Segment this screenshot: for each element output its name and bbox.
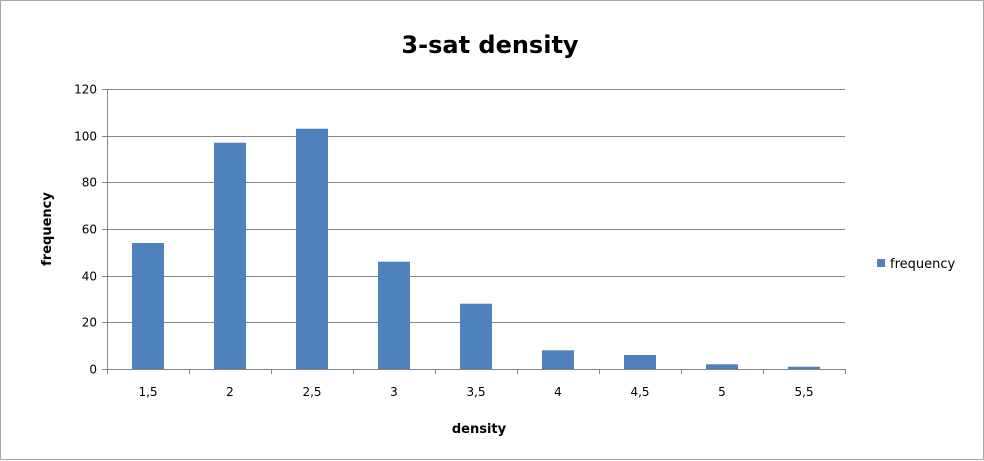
y-axis-title: frequency [40,192,55,266]
y-tick-label: 100 [74,130,97,144]
x-tick-label: 3,5 [466,385,485,399]
x-axis-ticks: 1,5 2 2,5 3 3,5 4 4,5 5 5,5 [107,369,846,399]
x-tick-label: 2,5 [302,385,321,399]
x-tick-label: 1,5 [138,385,157,399]
y-tick-label: 40 [82,270,97,284]
bar-3-5 [460,303,492,369]
x-tick-label: 3 [390,385,398,399]
bar-4 [542,350,574,369]
legend-label: frequency [890,257,956,272]
y-tick-label: 0 [89,363,97,377]
y-tick-label: 80 [82,176,97,190]
x-tick-label: 4 [554,385,562,399]
chart-title: 3-sat density [401,31,578,59]
bars [132,128,820,369]
y-tick-label: 60 [82,223,97,237]
bar-2-5 [296,128,328,369]
y-axis-ticks: 0 20 40 60 80 100 120 [74,83,107,377]
bar-5 [706,364,738,369]
y-tick-label: 120 [74,83,97,97]
bar-4-5 [624,355,656,369]
x-tick-label: 5 [718,385,726,399]
bar-5-5 [788,366,820,369]
bar-2 [214,142,246,369]
bar-1-5 [132,243,164,369]
legend-swatch [877,259,885,267]
x-tick-label: 5,5 [794,385,813,399]
axes [107,89,845,370]
x-tick-label: 2 [226,385,234,399]
x-tick-label: 4,5 [630,385,649,399]
bar-3 [378,261,410,369]
x-axis-title: density [452,422,507,437]
y-tick-label: 20 [82,316,97,330]
legend: frequency [877,257,956,272]
